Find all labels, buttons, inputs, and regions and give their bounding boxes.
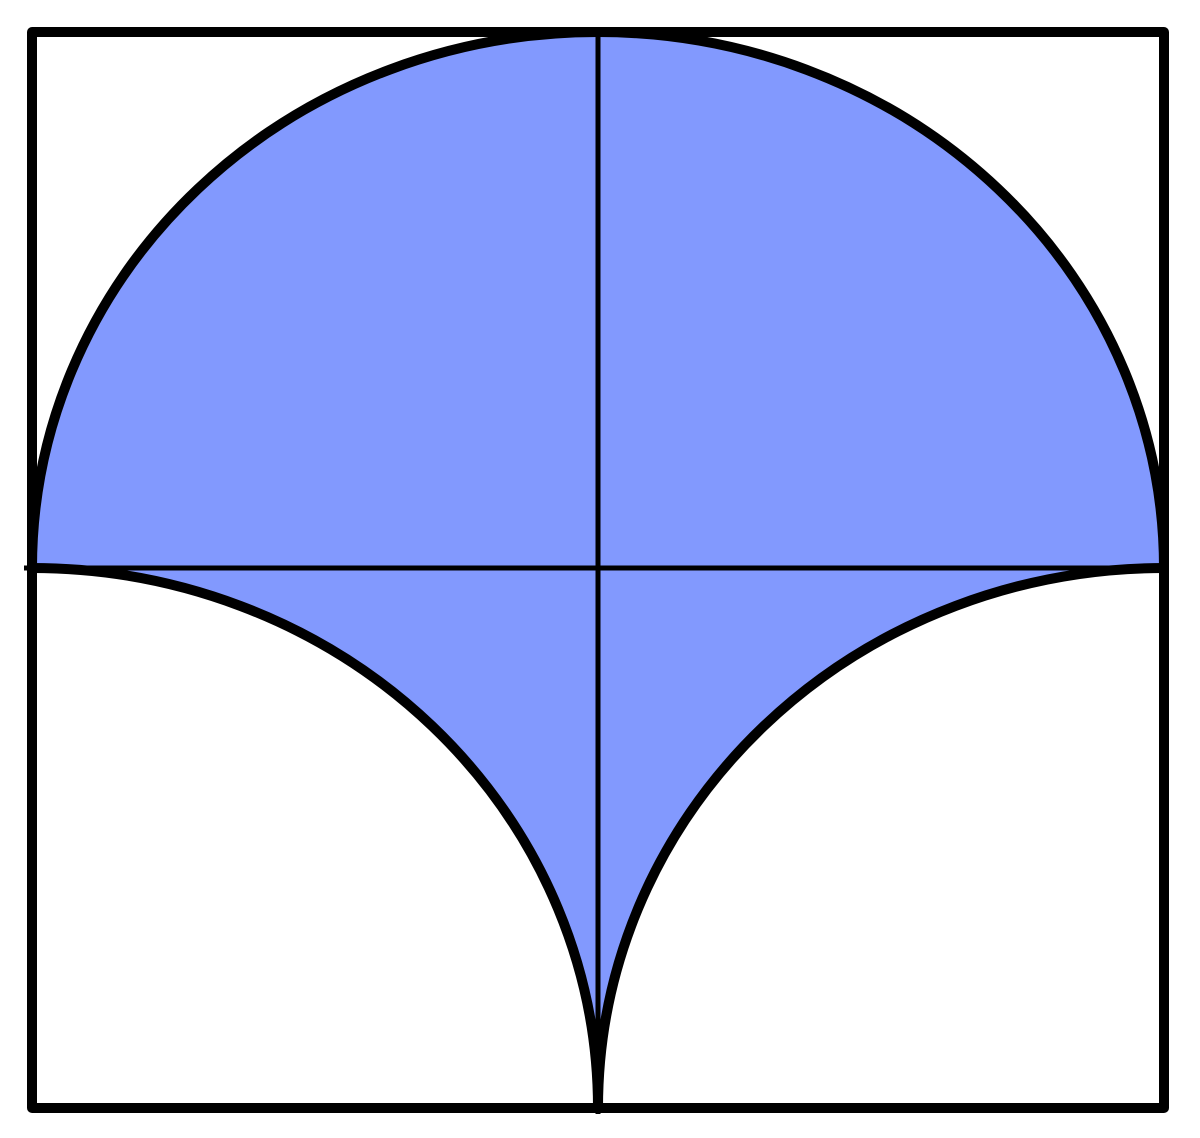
outer-square	[27, 27, 1169, 1113]
right-quarter-arc	[593, 563, 1165, 1109]
left-quarter-arc	[31, 563, 603, 1109]
